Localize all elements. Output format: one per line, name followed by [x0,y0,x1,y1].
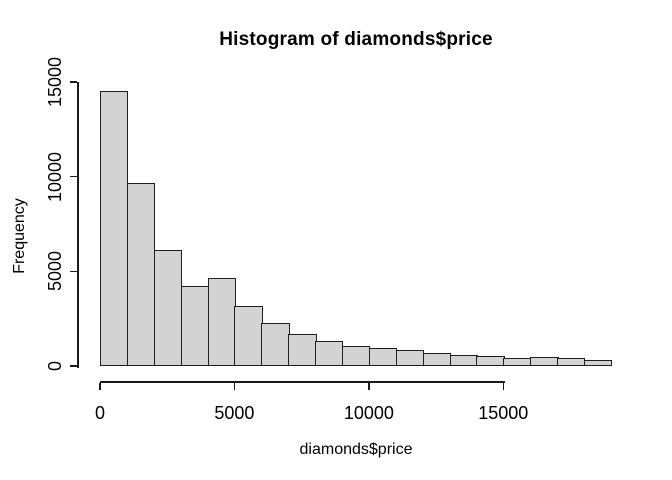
x-tick-label: 0 [94,403,105,423]
x-tick [502,382,505,390]
x-tick [368,382,370,390]
y-tick-label: 5000 [45,251,65,292]
histogram-bar [234,305,263,366]
histogram-bar [315,341,344,366]
x-tick [233,382,236,390]
histogram-bar [503,357,532,366]
histogram-bar [530,357,559,366]
histogram-bar [476,356,505,366]
x-tick-label: 10000 [343,403,394,423]
y-tick-label: 0 [45,360,65,372]
histogram-bar [288,334,317,366]
x-tick-label: 15000 [478,403,529,423]
y-tick [70,270,78,273]
histogram-bar [395,350,425,366]
y-tick-label: 10000 [45,151,65,202]
histogram-bar [126,182,156,366]
y-axis-line [77,82,79,368]
histogram-bar [261,322,290,366]
histogram-bar [207,277,236,366]
chart-title: Histogram of diamonds$price [219,29,493,50]
histogram-bar [341,345,371,366]
y-tick [70,365,78,367]
histogram-bar [180,286,210,366]
y-tick [70,175,78,178]
histogram-bar [100,91,129,366]
x-axis-line [100,381,505,383]
x-axis-title: diamonds$price [299,441,413,458]
x-tick-label: 5000 [214,403,255,423]
histogram-bar [368,348,398,366]
histogram-bar [557,357,586,366]
histogram-bar [449,354,478,366]
histogram-bar [583,360,613,366]
y-axis-title: Frequency [11,198,28,274]
y-tick-label: 15000 [45,56,65,108]
x-tick [99,382,101,390]
histogram-bar [153,249,183,366]
y-tick [70,81,78,83]
histogram-bar [422,352,451,366]
